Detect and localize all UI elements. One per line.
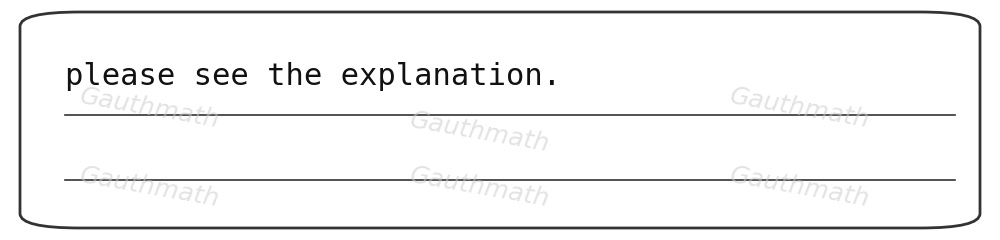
Text: please see the explanation.: please see the explanation. bbox=[65, 62, 561, 91]
Text: Gauthmath: Gauthmath bbox=[728, 84, 872, 132]
Text: Gauthmath: Gauthmath bbox=[78, 84, 222, 132]
Text: Gauthmath: Gauthmath bbox=[78, 163, 222, 211]
FancyBboxPatch shape bbox=[20, 12, 980, 228]
Text: Gauthmath: Gauthmath bbox=[408, 108, 552, 156]
Text: Gauthmath: Gauthmath bbox=[728, 163, 872, 211]
Text: Gauthmath: Gauthmath bbox=[408, 163, 552, 211]
